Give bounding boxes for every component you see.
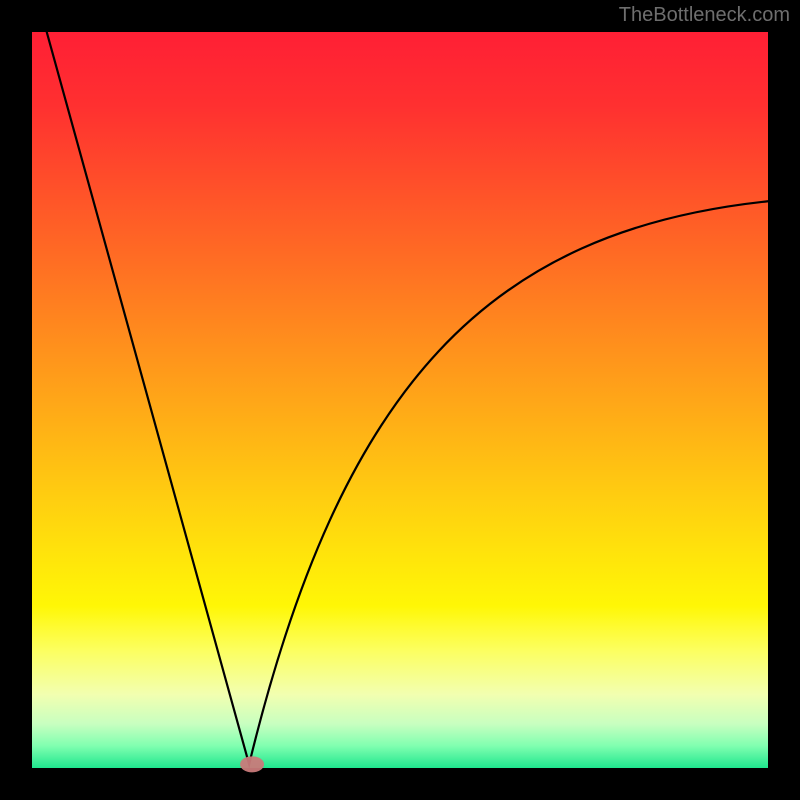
optimum-marker	[240, 756, 264, 772]
bottleneck-chart	[0, 0, 800, 800]
attribution-label: TheBottleneck.com	[619, 4, 790, 27]
chart-container: TheBottleneck.com	[0, 0, 800, 800]
